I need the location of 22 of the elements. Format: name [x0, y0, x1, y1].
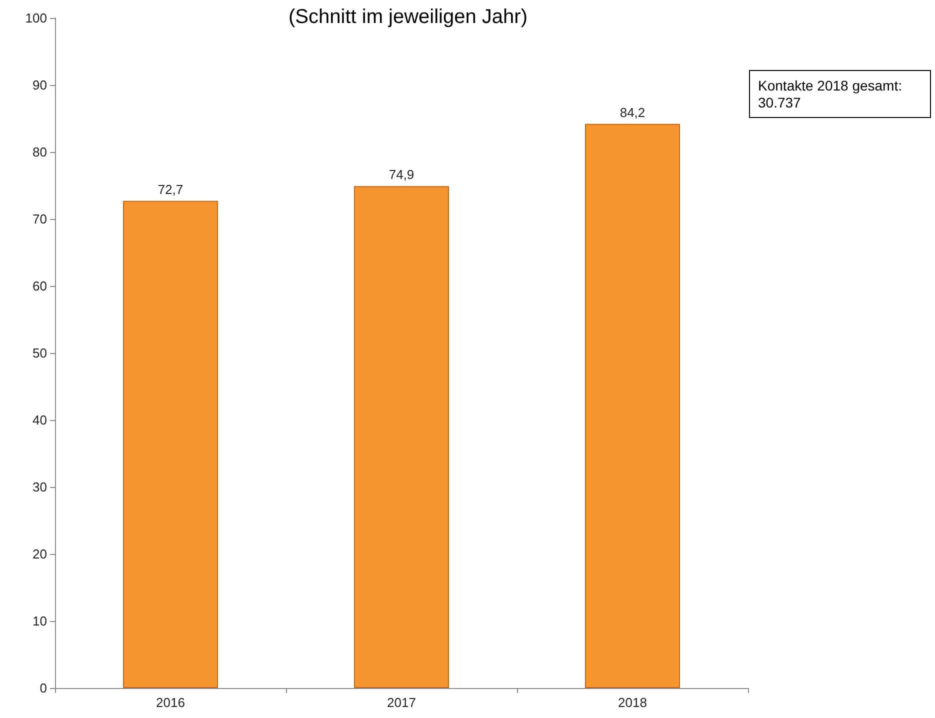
y-tick-label: 30 [32, 480, 47, 494]
data-label: 72,7 [158, 182, 184, 197]
y-tick-label: 0 [40, 680, 47, 696]
bar [585, 124, 680, 688]
y-tick-label: 10 [32, 614, 47, 628]
y-tick-label: 20 [32, 546, 47, 562]
data-label: 74,9 [388, 167, 414, 182]
x-tick-label: 2016 [156, 695, 185, 710]
y-tick-label: 40 [32, 412, 47, 428]
x-tick-label: 2018 [618, 695, 647, 710]
y-tick-label: 90 [32, 78, 47, 92]
y-tick-label: 80 [32, 144, 47, 160]
x-tick-label: 2017 [387, 695, 416, 710]
data-label: 84,2 [620, 104, 646, 120]
bar [123, 200, 218, 688]
chart-title: (Schnitt im jeweiligen Jahr) [288, 6, 528, 28]
bar [354, 186, 449, 688]
y-tick-label: 100 [25, 10, 47, 26]
y-tick-label: 60 [32, 278, 47, 294]
text: Kontakte 2018 gesamt: 30.737 [758, 78, 902, 110]
y-tick-label: 50 [32, 346, 47, 360]
y-tick-label: 70 [32, 212, 47, 226]
